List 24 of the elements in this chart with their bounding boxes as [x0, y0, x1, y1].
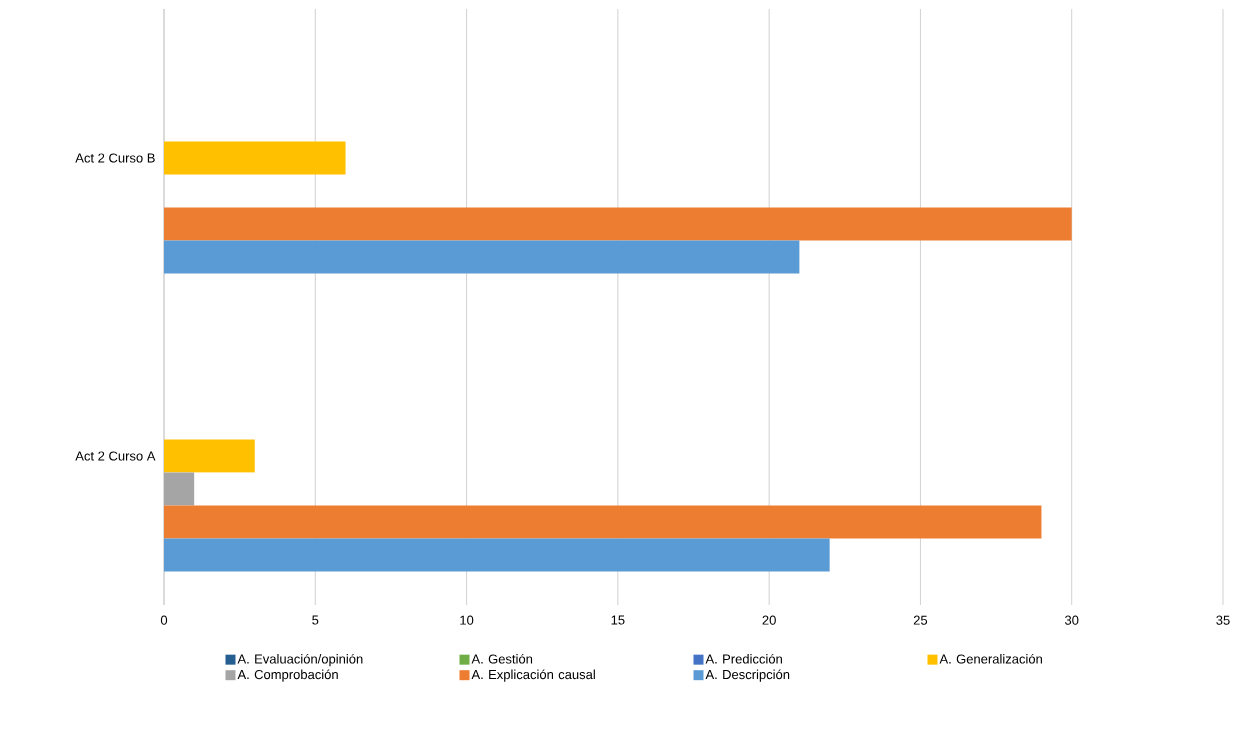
legend-label: A. Descripción: [705, 669, 790, 682]
legend-label: A. Explicación causal: [471, 669, 595, 682]
y-tick-label: Act 2 Curso A: [75, 451, 156, 461]
x-tick-label: 5: [312, 615, 319, 625]
x-tick-label: 30: [1064, 615, 1079, 625]
bar: [164, 472, 195, 506]
x-tick-label: 15: [611, 615, 625, 625]
bar: [164, 505, 1042, 539]
legend-label: A. Comprobación: [237, 669, 338, 682]
bar: [164, 538, 830, 572]
x-tick-label: 10: [460, 615, 474, 625]
bar: [164, 141, 346, 175]
x-tick-label: 25: [913, 615, 928, 625]
x-tick-label: 35: [1216, 615, 1230, 625]
legend-label: A. Generalización: [939, 653, 1042, 664]
x-tick-label: 20: [762, 615, 776, 625]
bar: [164, 240, 800, 274]
legend-label: A. Predicción: [705, 653, 782, 664]
legend-label: A. Gestión: [471, 653, 533, 664]
bar: [164, 439, 255, 473]
y-tick-label: Act 2 Curso B: [75, 153, 155, 163]
bar: [164, 207, 1072, 241]
legend-label: A. Evaluación/opinión: [237, 653, 363, 667]
x-tick-label: 0: [160, 615, 168, 625]
